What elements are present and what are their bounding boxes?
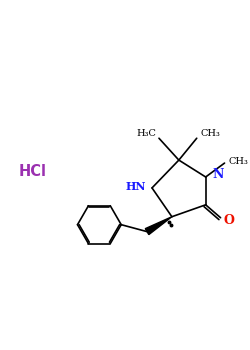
Text: N: N: [213, 168, 224, 181]
Text: CH₃: CH₃: [228, 156, 248, 166]
Text: HCl: HCl: [18, 164, 46, 179]
Text: O: O: [223, 214, 234, 227]
Text: CH₃: CH₃: [201, 129, 220, 138]
Text: H₃C: H₃C: [136, 129, 156, 138]
Polygon shape: [145, 217, 172, 235]
Text: HN: HN: [126, 181, 146, 193]
